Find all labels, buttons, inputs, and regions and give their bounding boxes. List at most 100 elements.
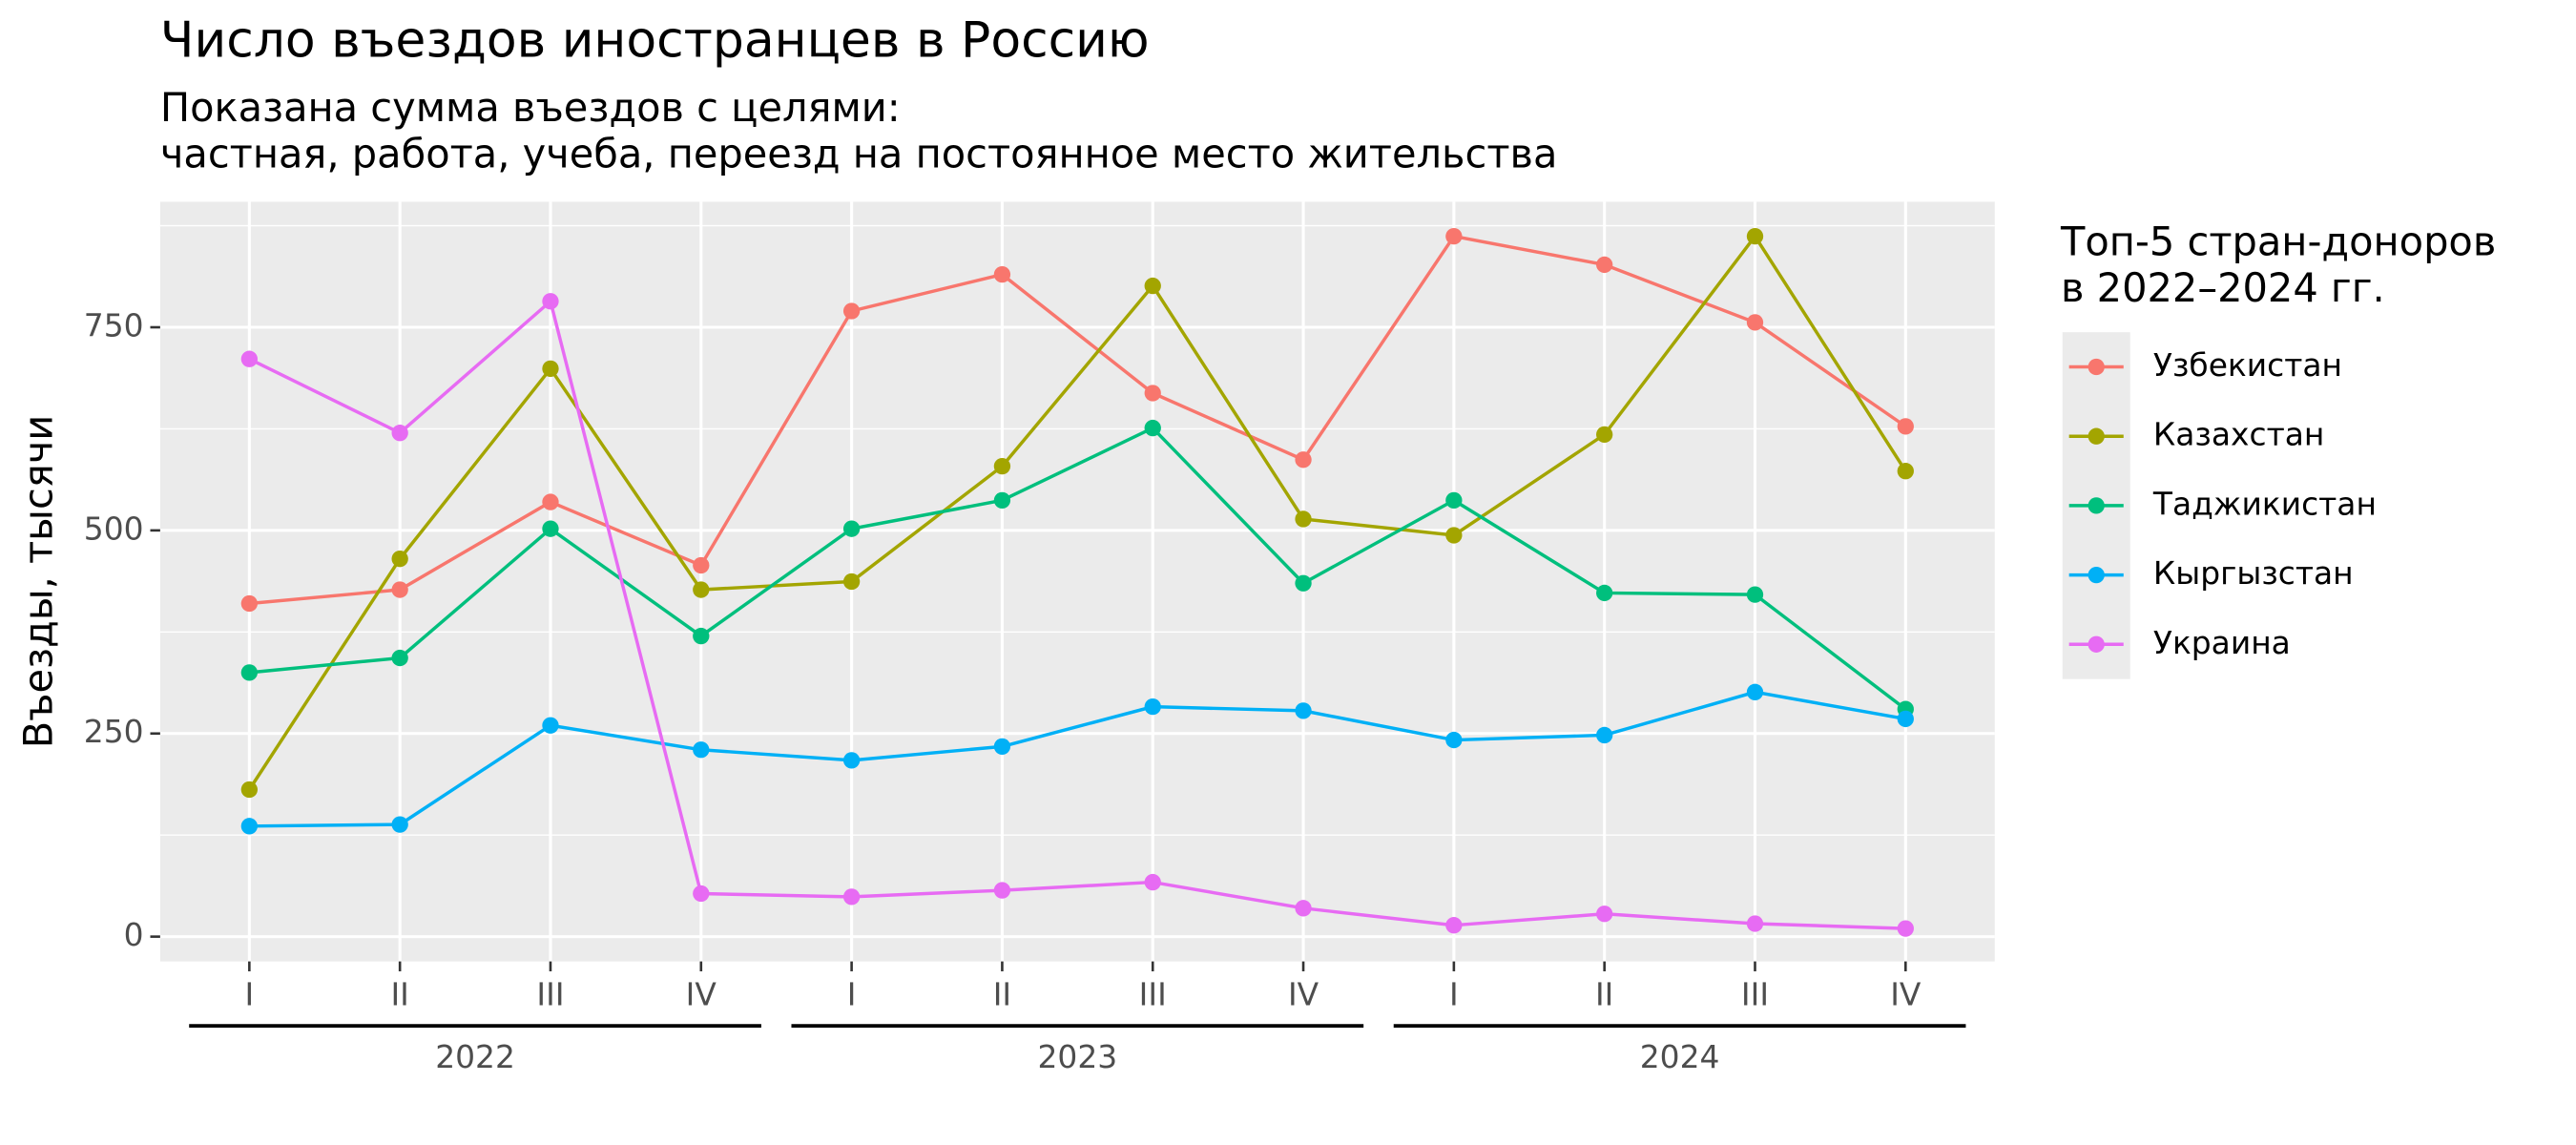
data-point <box>1897 920 1914 937</box>
data-point <box>993 265 1011 283</box>
data-point <box>391 581 408 598</box>
data-point <box>542 493 559 510</box>
data-point <box>1445 527 1463 544</box>
x-tick-label: III <box>536 975 564 1012</box>
y-axis-label: Въезды, тысячи <box>14 415 61 749</box>
y-tick-label: 250 <box>84 713 144 750</box>
data-point <box>693 581 710 598</box>
data-point <box>1897 463 1914 480</box>
x-tick-label: II <box>1595 975 1613 1012</box>
data-point <box>240 818 258 835</box>
data-point <box>1445 227 1463 245</box>
data-point <box>1596 726 1613 744</box>
y-tick-label: 0 <box>124 916 144 953</box>
data-point <box>1746 227 1764 245</box>
x-tick-label: IV <box>1890 975 1922 1012</box>
data-point <box>1596 256 1613 274</box>
x-tick-label: IV <box>1288 975 1319 1012</box>
data-point <box>240 781 258 799</box>
data-point <box>1295 510 1312 528</box>
data-point <box>542 360 559 378</box>
data-point <box>1445 731 1463 749</box>
legend-label: Узбекистан <box>2153 346 2342 384</box>
legend-key-point <box>2088 635 2105 653</box>
data-point <box>1596 426 1613 444</box>
data-point <box>1144 277 1161 295</box>
series-line <box>249 690 1906 828</box>
data-point <box>1295 451 1312 468</box>
data-point <box>542 717 559 734</box>
legend-key-point <box>2088 427 2105 445</box>
data-point <box>1445 491 1463 510</box>
x-tick-label: II <box>390 975 408 1012</box>
data-point <box>1445 917 1463 934</box>
data-point <box>240 664 258 681</box>
data-point <box>1144 873 1161 891</box>
data-point <box>993 882 1011 899</box>
data-point <box>842 572 861 591</box>
x-group-label: 2024 <box>1640 1038 1720 1075</box>
data-point <box>993 457 1011 475</box>
x-tick-label: I <box>244 975 254 1012</box>
data-point <box>1596 906 1613 923</box>
x-tick-label: I <box>1449 975 1459 1012</box>
data-point <box>842 520 861 537</box>
data-point <box>993 738 1011 756</box>
data-point <box>1746 683 1764 700</box>
data-point <box>1144 419 1161 437</box>
chart-subtitle: Показана сумма въездов с целями: <box>160 84 901 131</box>
x-group-label: 2022 <box>435 1038 515 1075</box>
data-point <box>693 627 710 645</box>
y-tick-label: 750 <box>84 306 144 344</box>
data-point <box>1746 314 1764 331</box>
data-point <box>1746 586 1764 603</box>
data-point <box>1295 702 1312 719</box>
data-point <box>993 491 1011 510</box>
data-point <box>1295 900 1312 917</box>
series-line <box>249 426 1907 711</box>
x-tick-label: IV <box>686 975 717 1012</box>
legend-label: Украина <box>2153 624 2291 661</box>
data-point <box>693 556 710 574</box>
x-tick-label: III <box>1741 975 1769 1012</box>
x-tick-label: II <box>993 975 1011 1012</box>
data-point <box>842 752 861 769</box>
chart-subtitle: частная, работа, учеба, переезд на посто… <box>160 131 1558 177</box>
legend-title: Топ-5 стран-доноров <box>2060 218 2496 264</box>
series-line <box>247 233 1907 791</box>
legend-key-point <box>2088 497 2105 514</box>
data-point <box>842 888 861 906</box>
legend-label: Таджикистан <box>2152 485 2377 522</box>
data-point <box>391 649 408 667</box>
series-line <box>249 234 1907 606</box>
chart-title: Число въездов иностранцев в Россию <box>160 11 1150 69</box>
data-point <box>693 741 710 759</box>
series-line <box>248 298 1906 930</box>
data-point <box>391 816 408 833</box>
data-point <box>1144 385 1161 402</box>
data-point <box>1897 710 1914 728</box>
data-point <box>542 520 559 537</box>
data-point <box>1295 574 1312 592</box>
data-point <box>391 551 408 568</box>
data-point <box>1897 418 1914 435</box>
legend-key-point <box>2088 566 2105 584</box>
data-point <box>240 350 258 367</box>
data-point <box>240 594 258 613</box>
legend-key-point <box>2088 358 2105 376</box>
data-point <box>1144 697 1161 716</box>
legend-label: Казахстан <box>2153 416 2324 453</box>
panel <box>159 201 1995 962</box>
legend-title: в 2022–2024 гг. <box>2061 264 2385 311</box>
x-tick-label: I <box>847 975 857 1012</box>
data-point <box>1596 584 1613 602</box>
legend-label: Кыргызстан <box>2153 554 2354 592</box>
data-point <box>1746 915 1764 932</box>
x-group-label: 2023 <box>1037 1038 1117 1075</box>
data-point <box>842 302 861 320</box>
x-tick-label: III <box>1139 975 1167 1012</box>
data-point <box>391 425 408 442</box>
data-point <box>542 293 559 310</box>
